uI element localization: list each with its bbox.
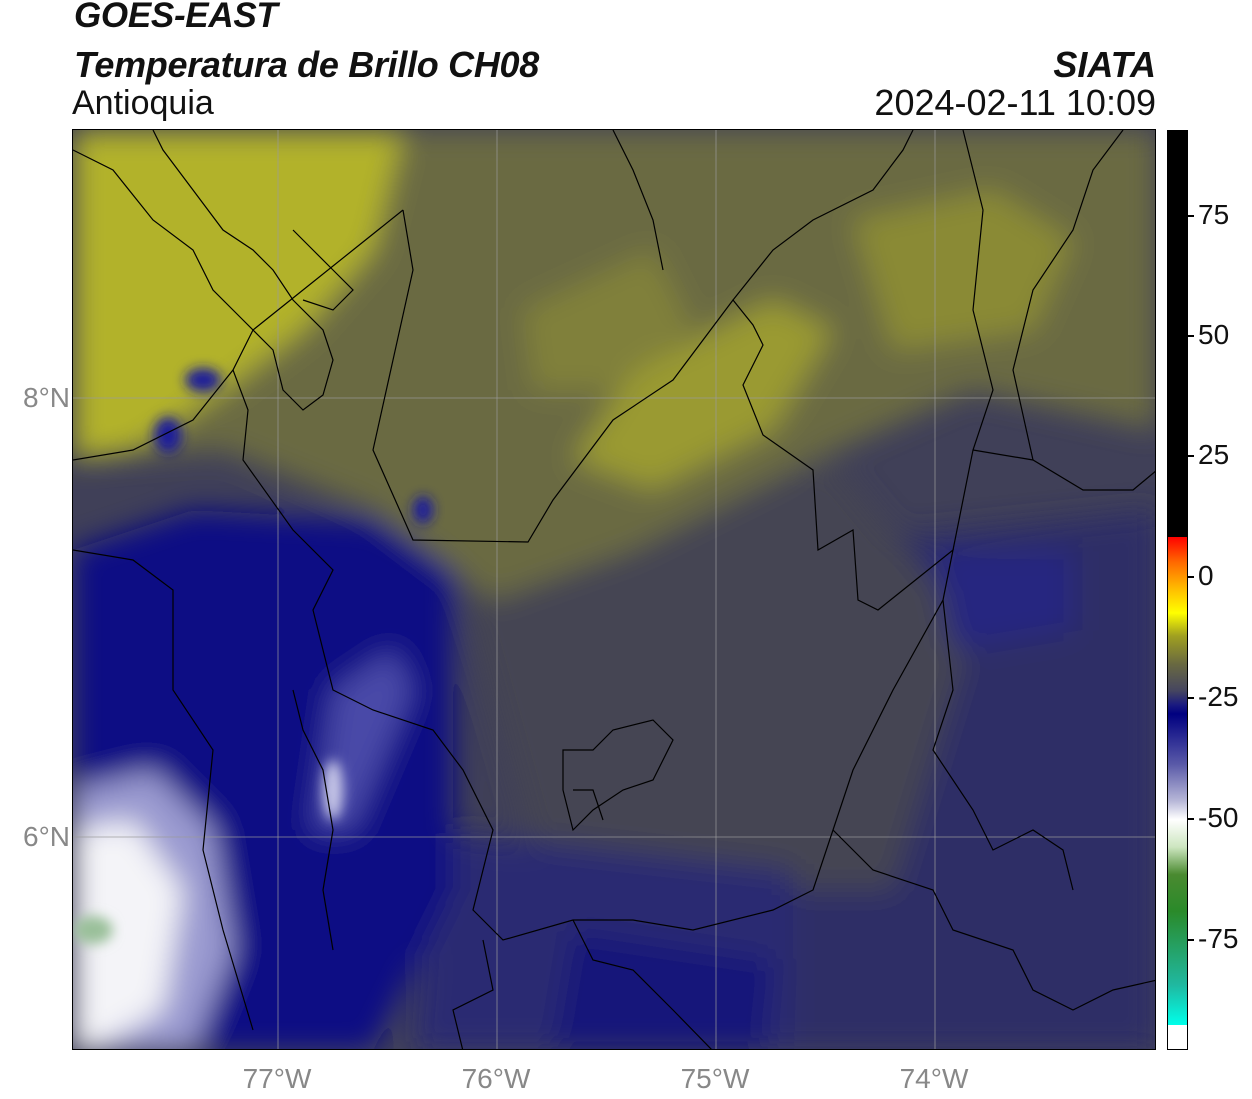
organization-label: SIATA	[1053, 44, 1156, 85]
cold-cloud-cells	[73, 368, 433, 944]
colorbar-tick	[1188, 939, 1194, 941]
colorbar-tick	[1188, 576, 1194, 578]
lat-label-8n: 8°N	[23, 382, 70, 413]
colorbar-label-50: 50	[1198, 319, 1230, 350]
colorbar-tick	[1188, 818, 1194, 820]
satellite-title: GOES-EAST	[74, 0, 278, 35]
region-label: Antioquia	[72, 84, 214, 122]
lon-label-76w: 76°W	[461, 1063, 531, 1094]
map-panel[interactable]	[72, 129, 1156, 1050]
lat-label-6n: 6°N	[23, 821, 70, 852]
lon-label-74w: 74°W	[899, 1063, 969, 1094]
colorbar-label-neg50: -50	[1198, 802, 1239, 833]
colorbar-label-0: 0	[1198, 560, 1214, 591]
graticule	[73, 130, 1155, 1049]
product-title: Temperatura de Brillo CH08	[74, 44, 539, 85]
lon-label-77w: 77°W	[242, 1063, 312, 1094]
colorbar-label-75: 75	[1198, 199, 1230, 230]
colorbar-tick	[1188, 335, 1194, 337]
colorbar-label-neg75: -75	[1198, 923, 1239, 954]
admin-boundaries	[73, 130, 1155, 1049]
colorbar-label-neg25: -25	[1198, 681, 1239, 712]
colorbar-tick	[1188, 215, 1194, 217]
temperature-colorbar	[1167, 130, 1188, 1050]
colorbar-tick	[1188, 697, 1194, 699]
colorbar-label-25: 25	[1198, 439, 1230, 470]
lon-label-75w: 75°W	[680, 1063, 750, 1094]
brightness-temperature-map	[73, 130, 1155, 1049]
temperature-field	[73, 130, 1155, 1049]
colorbar-tick	[1188, 455, 1194, 457]
timestamp-label: 2024-02-11 10:09	[874, 82, 1156, 123]
